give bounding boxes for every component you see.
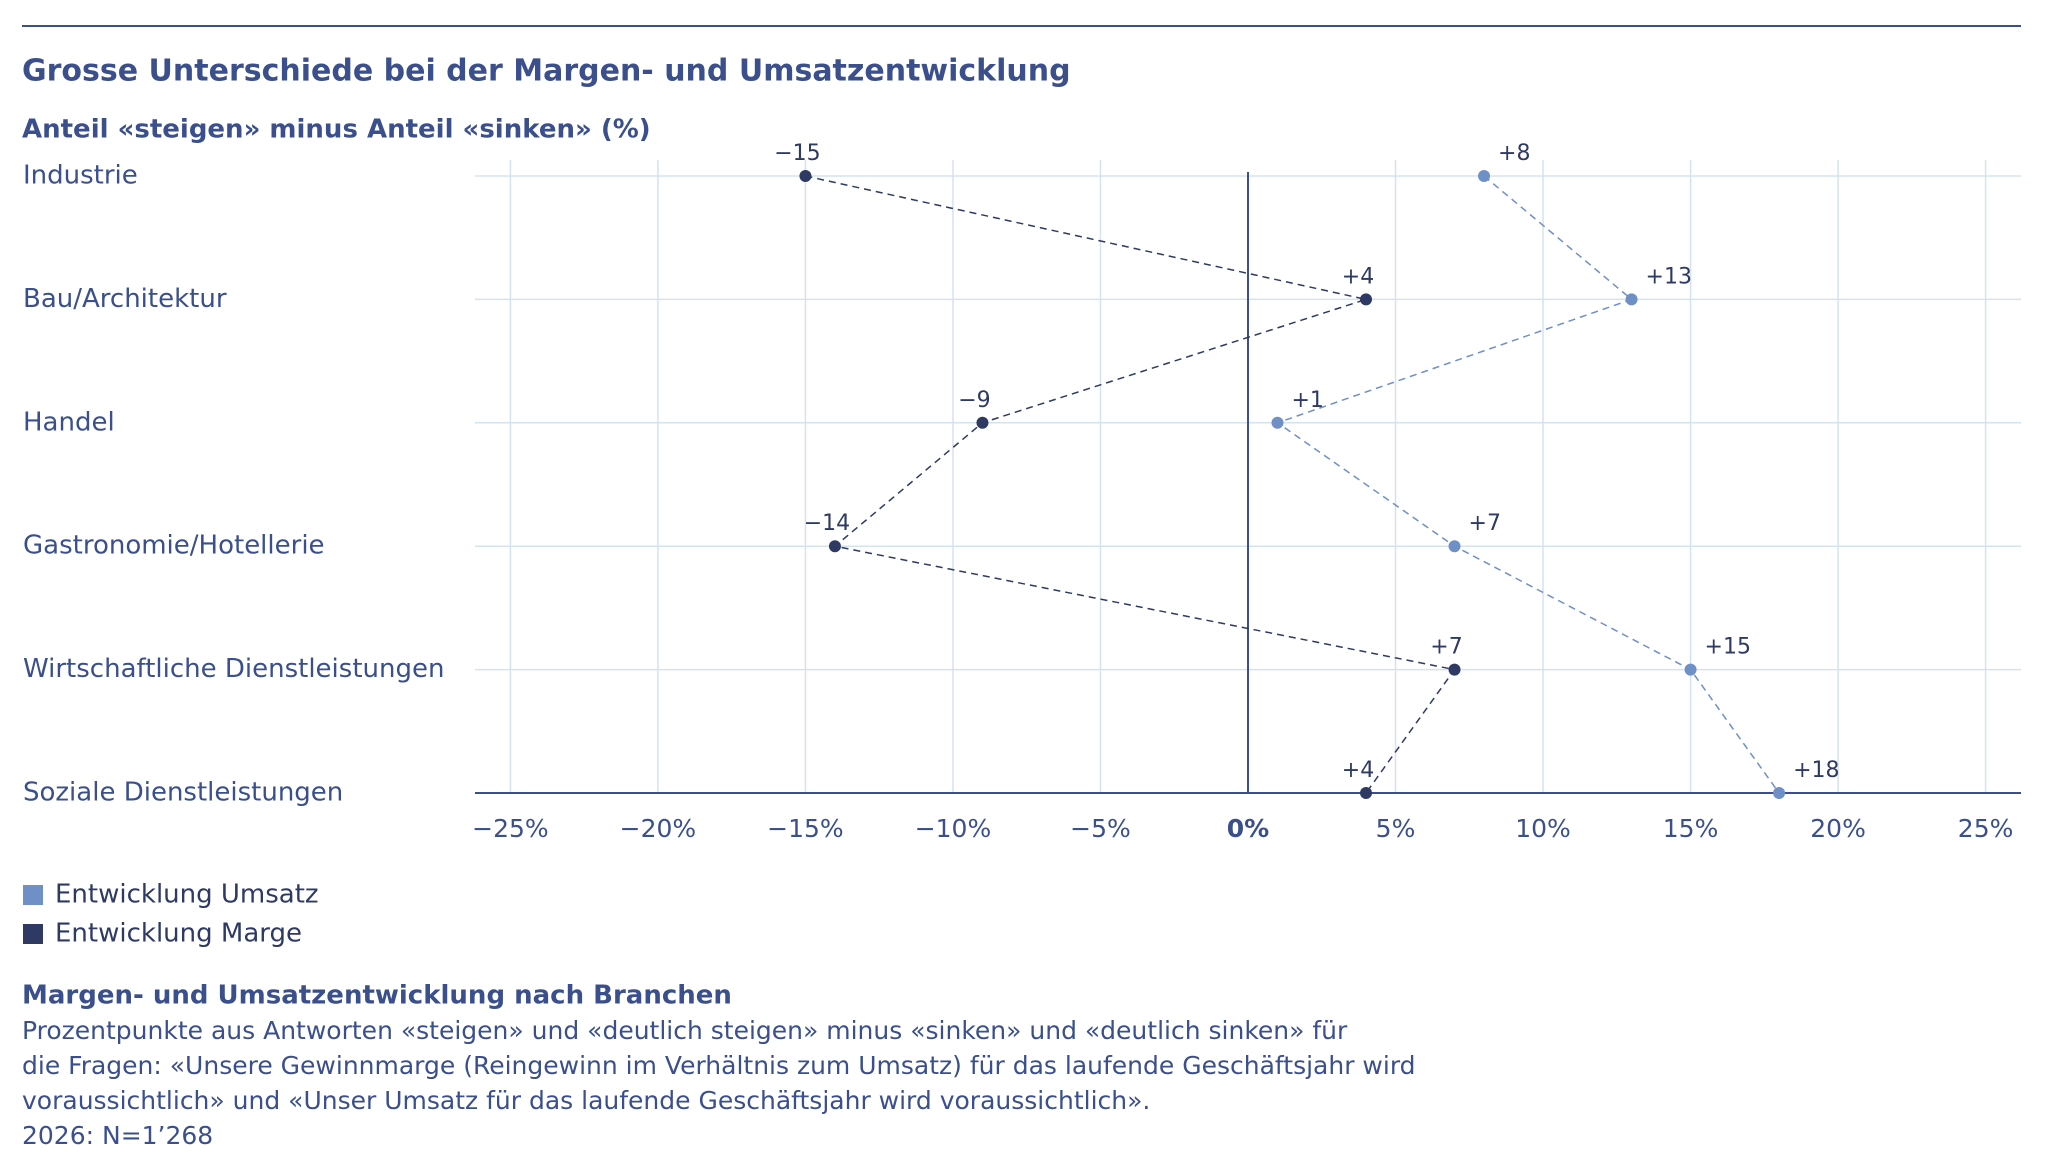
x-tick-label: 20%: [1810, 814, 1866, 843]
x-tick-label: −20%: [620, 814, 697, 843]
data-point: [1448, 663, 1461, 676]
value-label: +7: [1469, 511, 1501, 536]
legend-label: Entwicklung Marge: [55, 919, 302, 949]
chart-subtitle: Anteil «steigen» minus Anteil «sinken» (…: [22, 115, 651, 145]
category-label: Bau/Architektur: [23, 284, 227, 314]
value-label: +8: [1498, 141, 1530, 166]
x-tick-label: −15%: [767, 814, 844, 843]
data-point: [976, 416, 989, 429]
series-line: [1275, 175, 1780, 794]
x-tick-label: 10%: [1515, 814, 1571, 843]
category-label: Handel: [23, 407, 115, 437]
category-label: Wirtschaftliche Dienstleistungen: [23, 654, 444, 684]
value-label: +4: [1342, 264, 1374, 289]
x-tick-label: 15%: [1663, 814, 1719, 843]
note-line: die Fragen: «Unsere Gewinnmarge (Reingew…: [22, 1051, 1416, 1080]
data-point: [828, 540, 841, 553]
x-tick-label: 0%: [1227, 814, 1269, 843]
value-label: +7: [1430, 635, 1462, 660]
series-line: [805, 175, 1456, 794]
category-label: Soziale Dienstleistungen: [23, 778, 343, 808]
category-label: Industrie: [23, 161, 138, 191]
chart-title: Grosse Unterschiede bei der Margen- und …: [22, 54, 1071, 89]
x-tick-label: 5%: [1376, 814, 1416, 843]
value-label: +1: [1292, 388, 1324, 413]
data-point: [1625, 293, 1638, 306]
value-label: +15: [1705, 635, 1751, 660]
data-point: [1773, 787, 1786, 799]
value-label: +4: [1342, 758, 1374, 783]
data-point: [1448, 540, 1461, 553]
category-label: Gastronomie/Hotellerie: [23, 531, 325, 561]
x-tick-label: 25%: [1958, 814, 2014, 843]
legend-swatch: [23, 924, 43, 944]
data-point: [799, 170, 812, 182]
value-label: +18: [1793, 758, 1839, 783]
note-line: voraussichtlich» und «Unser Umsatz für d…: [22, 1086, 1150, 1115]
legend-swatch: [23, 885, 43, 905]
data-point: [1478, 170, 1491, 182]
x-tick-label: −10%: [915, 814, 992, 843]
data-point: [1271, 416, 1284, 429]
note-title: Margen- und Umsatzentwicklung nach Branc…: [22, 981, 732, 1011]
x-tick-label: −25%: [472, 814, 549, 843]
data-point: [1360, 293, 1373, 306]
data-point: [1360, 787, 1373, 799]
data-point: [1684, 663, 1697, 676]
note-line: 2026: N=1’268: [22, 1121, 213, 1150]
value-label: −15: [774, 141, 820, 166]
x-tick-label: −5%: [1070, 814, 1131, 843]
value-label: −14: [804, 511, 850, 536]
note-line: Prozentpunkte aus Antworten «steigen» un…: [22, 1016, 1348, 1045]
legend-label: Entwicklung Umsatz: [55, 880, 319, 910]
value-label: −9: [958, 388, 990, 413]
value-label: +13: [1646, 264, 1692, 289]
